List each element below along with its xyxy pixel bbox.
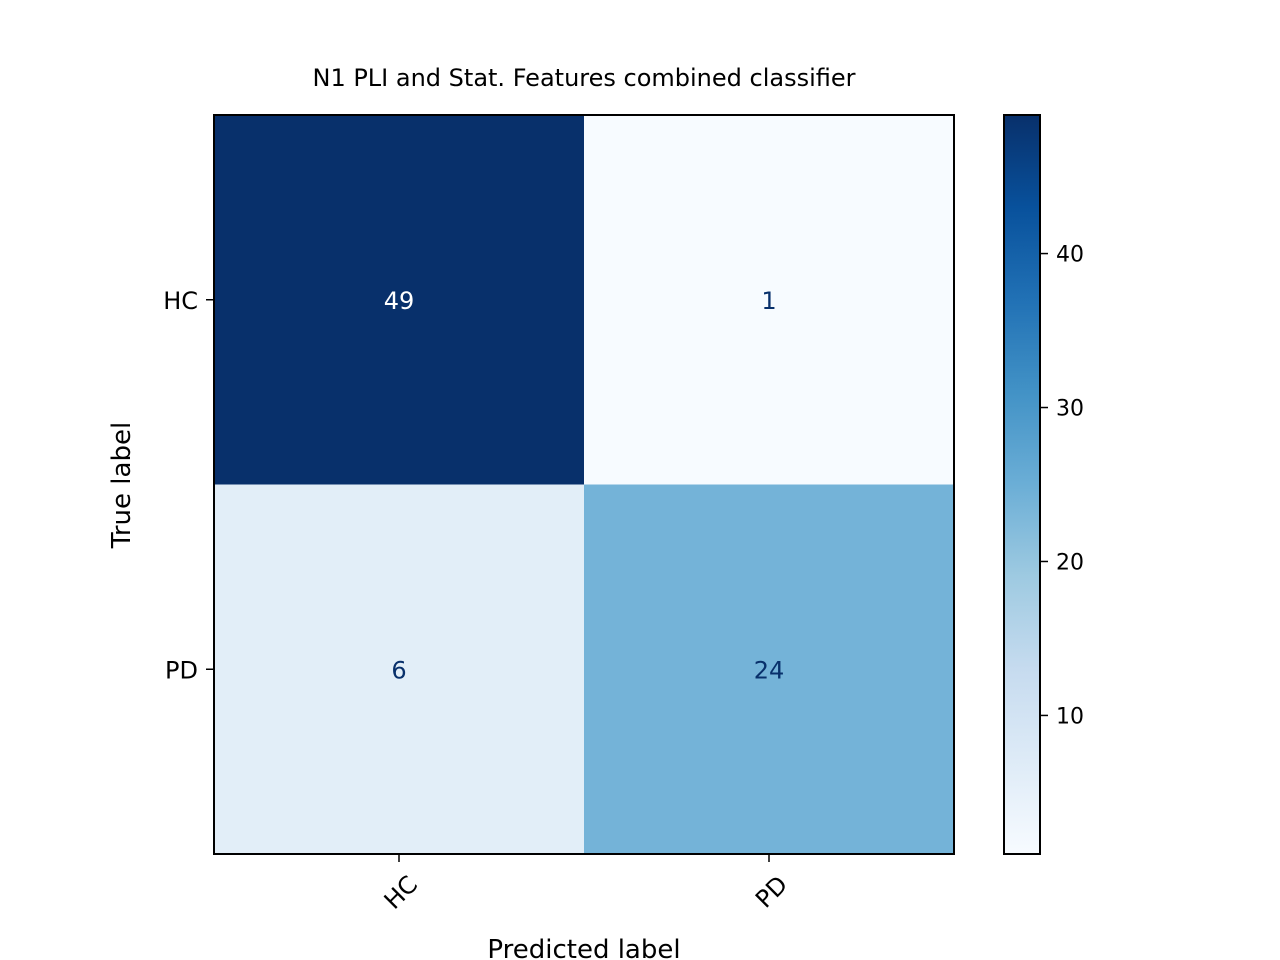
plot-frame bbox=[213, 114, 955, 855]
colorbar bbox=[1003, 114, 1041, 855]
heatmap-cell bbox=[584, 115, 955, 485]
cell-value-label: 6 bbox=[391, 656, 406, 684]
heatmap-cell bbox=[214, 115, 585, 485]
y-axis-ticks: HC PD bbox=[163, 287, 214, 684]
chart-title: N1 PLI and Stat. Features combined class… bbox=[312, 64, 855, 92]
colorbar-ticks: 10 20 30 40 bbox=[1040, 243, 1084, 729]
heatmap-cell bbox=[584, 484, 955, 855]
y-axis-label: True label bbox=[107, 422, 137, 549]
heatmap-cells bbox=[214, 115, 955, 855]
cell-value-label: 1 bbox=[761, 287, 776, 315]
x-tick-label: HC bbox=[379, 870, 423, 914]
colorbar-tick-label: 40 bbox=[1056, 243, 1084, 268]
colorbar-tick-label: 20 bbox=[1056, 550, 1084, 575]
heatmap-cell bbox=[214, 484, 585, 855]
x-axis-label: Predicted label bbox=[487, 935, 680, 960]
x-tick-label: PD bbox=[750, 870, 793, 913]
colorbar-tick-label: 30 bbox=[1056, 397, 1084, 422]
colorbar-tick-label: 10 bbox=[1056, 704, 1084, 729]
y-tick-label: PD bbox=[165, 656, 198, 684]
y-tick-label: HC bbox=[163, 287, 198, 315]
cell-value-label: 24 bbox=[754, 656, 785, 684]
cell-value-labels: 49 1 6 24 bbox=[384, 287, 785, 685]
cell-value-label: 49 bbox=[384, 287, 415, 315]
x-axis-ticks: HC PD bbox=[379, 854, 793, 915]
